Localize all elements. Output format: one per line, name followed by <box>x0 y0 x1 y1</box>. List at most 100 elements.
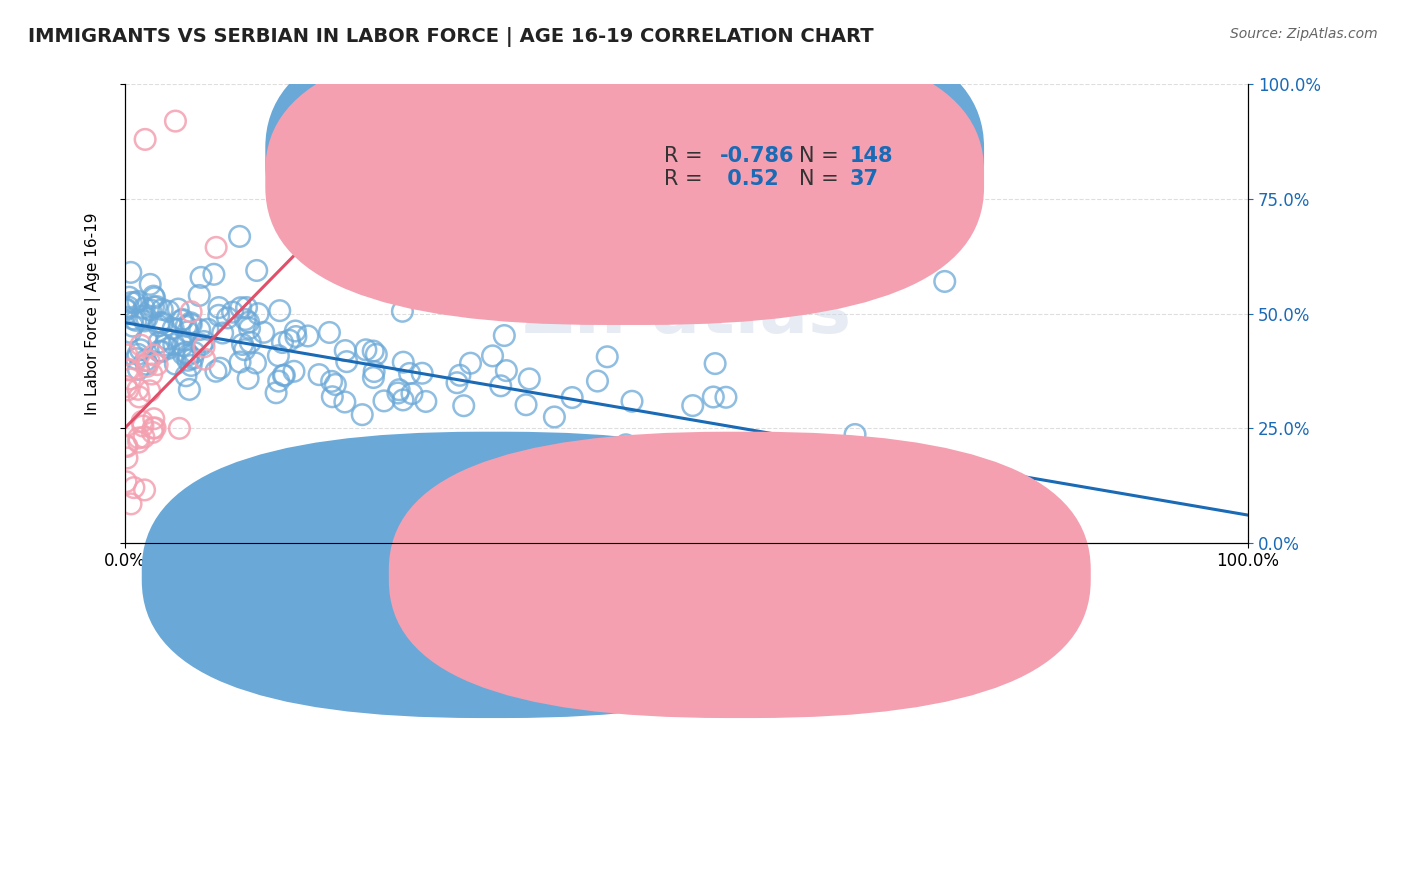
Point <box>596 350 619 364</box>
Point <box>714 390 737 404</box>
Point <box>146 358 169 372</box>
Point <box>494 328 516 343</box>
Point <box>267 374 290 388</box>
Point <box>233 343 256 357</box>
Point <box>269 303 291 318</box>
Point <box>174 345 197 359</box>
Point <box>135 311 157 326</box>
Point <box>172 347 194 361</box>
Point <box>148 335 170 350</box>
Point <box>131 309 153 323</box>
Point <box>177 348 200 362</box>
Point <box>702 390 724 404</box>
Point <box>229 355 252 369</box>
Text: 148: 148 <box>849 146 893 166</box>
Point <box>614 438 637 452</box>
Point <box>844 427 866 442</box>
Point <box>120 372 142 386</box>
Point <box>157 342 180 356</box>
Point <box>128 431 150 445</box>
Point <box>515 398 537 412</box>
Point <box>132 419 155 434</box>
Point <box>193 340 215 354</box>
Point <box>127 294 149 309</box>
Point <box>150 302 173 317</box>
Point <box>284 329 307 343</box>
Point <box>271 335 294 350</box>
Point <box>273 368 295 383</box>
Point <box>205 364 228 378</box>
Point <box>373 393 395 408</box>
FancyBboxPatch shape <box>389 432 1091 718</box>
Point <box>177 353 200 368</box>
Point <box>134 314 156 328</box>
Point <box>169 333 191 347</box>
Point <box>115 301 138 316</box>
Text: Serbians: Serbians <box>762 574 835 592</box>
Point <box>148 318 170 333</box>
Point <box>125 313 148 327</box>
Point <box>363 364 385 378</box>
Point <box>128 390 150 404</box>
FancyBboxPatch shape <box>266 10 984 302</box>
Point <box>138 384 160 398</box>
Point <box>143 291 166 305</box>
Point <box>267 349 290 363</box>
Point <box>120 265 142 279</box>
Point <box>135 353 157 368</box>
Point <box>127 382 149 396</box>
Point <box>134 483 156 497</box>
Point <box>297 329 319 343</box>
Point <box>209 361 232 376</box>
Point <box>232 337 254 351</box>
Point <box>239 335 262 350</box>
Point <box>127 347 149 361</box>
Point <box>217 310 239 325</box>
Point <box>120 497 142 511</box>
Point <box>118 290 141 304</box>
Point <box>191 337 214 351</box>
Point <box>238 321 260 335</box>
Point <box>139 302 162 317</box>
Point <box>115 450 138 465</box>
Point <box>253 326 276 340</box>
Point <box>152 316 174 330</box>
Point <box>150 344 173 359</box>
Point <box>149 316 172 330</box>
Point <box>115 348 138 362</box>
Point <box>125 351 148 366</box>
Point <box>176 325 198 339</box>
Point <box>495 363 517 377</box>
Text: Immigrants: Immigrants <box>505 574 599 592</box>
Point <box>135 333 157 347</box>
Text: R =: R = <box>664 169 703 189</box>
Point <box>235 301 257 315</box>
Point <box>321 375 343 389</box>
Point <box>481 349 503 363</box>
Point <box>704 357 727 371</box>
Point <box>666 452 689 467</box>
Point <box>543 409 565 424</box>
Point <box>401 386 423 401</box>
Point <box>122 481 145 495</box>
Point <box>115 379 138 393</box>
Point <box>138 354 160 368</box>
Point <box>392 355 415 369</box>
Point <box>352 408 374 422</box>
Point <box>229 301 252 315</box>
Point <box>179 383 201 397</box>
Point <box>247 307 270 321</box>
Point <box>128 435 150 450</box>
FancyBboxPatch shape <box>142 432 844 718</box>
Point <box>398 367 420 381</box>
Point <box>284 324 307 338</box>
Point <box>934 275 956 289</box>
Point <box>142 289 165 303</box>
Point <box>321 390 343 404</box>
Point <box>136 359 159 374</box>
Point <box>180 304 202 318</box>
Text: N =: N = <box>799 146 838 166</box>
Point <box>308 368 330 382</box>
Point <box>165 114 187 128</box>
Point <box>131 414 153 428</box>
